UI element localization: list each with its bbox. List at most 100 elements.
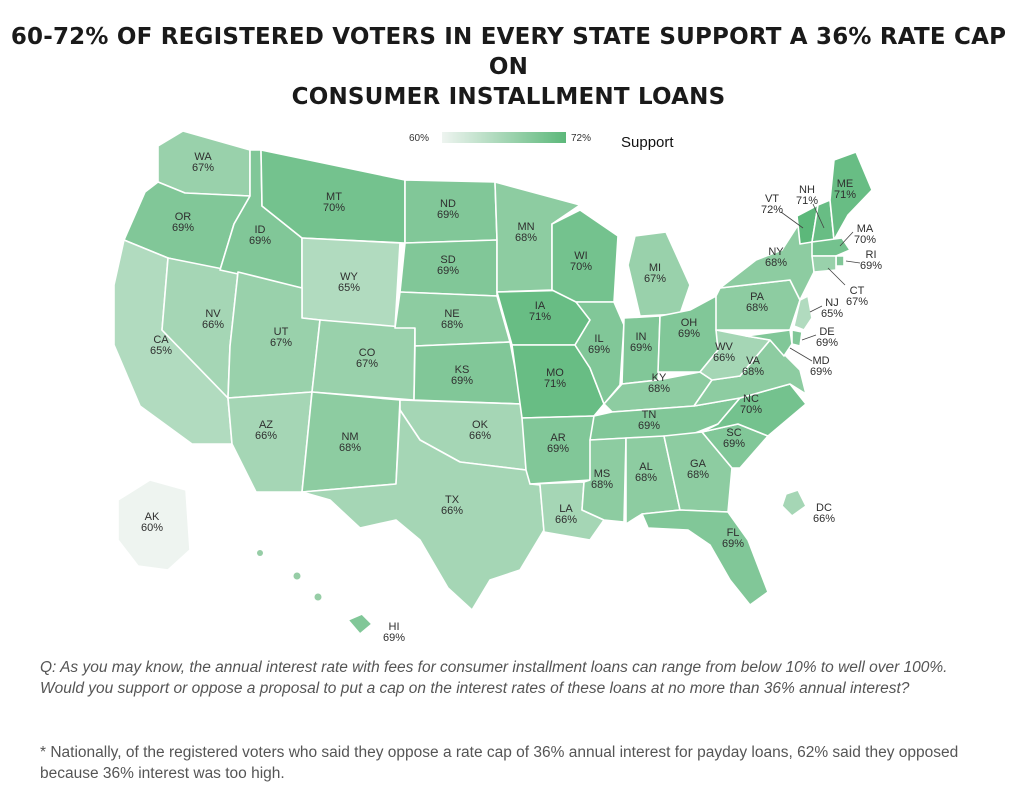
label-ky-code: KY xyxy=(652,372,667,384)
label-ut-pct: 67% xyxy=(270,337,292,349)
label-md-pct: 69% xyxy=(810,366,832,378)
label-tn-pct: 69% xyxy=(638,420,660,432)
label-dc-pct: 66% xyxy=(813,513,835,525)
label-mt: MT 70% xyxy=(323,191,345,214)
chart-title-line-2: CONSUMER INSTALLMENT LOANS xyxy=(291,84,726,110)
label-ri: RI 69% xyxy=(860,249,882,272)
label-sc: SC 69% xyxy=(723,427,745,450)
label-ks-pct: 69% xyxy=(451,375,473,387)
label-nh: NH 71% xyxy=(796,184,818,207)
hawaii-island-3 xyxy=(314,593,322,601)
label-fl-code: FL xyxy=(727,527,740,539)
label-ky: KY 68% xyxy=(648,372,670,395)
label-ar-code: AR xyxy=(550,432,565,444)
label-sd-pct: 69% xyxy=(437,265,459,277)
label-dc-code: DC xyxy=(816,502,832,514)
label-mo-pct: 71% xyxy=(544,378,566,390)
label-va-pct: 68% xyxy=(742,366,764,378)
label-de-code: DE xyxy=(819,326,834,338)
label-tx-code: TX xyxy=(445,494,460,506)
label-ri-pct: 69% xyxy=(860,260,882,272)
label-ok: OK 66% xyxy=(469,419,491,442)
label-il-code: IL xyxy=(594,333,603,345)
state-tx[interactable] xyxy=(301,409,545,611)
us-choropleth-map: 60% 72% Support xyxy=(113,130,882,644)
label-ut: UT 67% xyxy=(270,326,292,349)
state-ga[interactable] xyxy=(663,431,733,513)
label-ia-code: IA xyxy=(535,300,546,312)
legend-min-label: 60% xyxy=(409,133,429,144)
label-nc-pct: 70% xyxy=(740,404,762,416)
label-ri-code: RI xyxy=(866,249,877,261)
label-wv: WV 66% xyxy=(713,341,735,364)
label-mi-code: MI xyxy=(649,262,661,274)
label-oh: OH 69% xyxy=(678,317,700,340)
label-il-pct: 69% xyxy=(588,344,610,356)
label-wa: WA 67% xyxy=(192,151,214,174)
label-ny-code: NY xyxy=(768,246,784,258)
label-mn-pct: 68% xyxy=(515,232,537,244)
state-nj[interactable] xyxy=(793,295,813,331)
label-ms: MS 68% xyxy=(591,468,613,491)
label-id: ID 69% xyxy=(249,224,271,247)
label-sc-pct: 69% xyxy=(723,438,745,450)
chart-title-line-1: 60-72% OF REGISTERED VOTERS IN EVERY STA… xyxy=(10,24,1007,80)
label-ga-code: GA xyxy=(690,458,707,470)
label-or: OR 69% xyxy=(172,211,194,234)
label-hi-pct: 69% xyxy=(383,632,405,644)
label-hi-code: HI xyxy=(389,621,400,633)
state-az[interactable] xyxy=(227,391,313,493)
label-ca: CA 65% xyxy=(150,334,172,357)
label-wv-code: WV xyxy=(715,341,733,353)
label-co-code: CO xyxy=(359,347,376,359)
leader-md xyxy=(789,347,813,362)
label-nd-code: ND xyxy=(440,198,456,210)
label-co: CO 67% xyxy=(356,347,378,370)
legend-max-label: 72% xyxy=(571,133,591,144)
legend-gradient-bar xyxy=(442,132,566,143)
label-mi-pct: 67% xyxy=(644,273,666,285)
label-va: VA 68% xyxy=(742,355,764,378)
label-ny-pct: 68% xyxy=(765,257,787,269)
label-ne-code: NE xyxy=(444,308,459,320)
label-ia-pct: 71% xyxy=(529,311,551,323)
state-ct[interactable] xyxy=(811,255,837,273)
label-nm-pct: 68% xyxy=(339,442,361,454)
label-nd: ND 69% xyxy=(437,198,459,221)
label-ne: NE 68% xyxy=(441,308,463,331)
label-az: AZ 66% xyxy=(255,419,277,442)
state-dc[interactable] xyxy=(781,489,807,517)
label-ok-code: OK xyxy=(472,419,489,431)
state-fl[interactable] xyxy=(641,509,769,606)
state-hi[interactable] xyxy=(347,613,373,635)
label-ok-pct: 66% xyxy=(469,430,491,442)
label-al-pct: 68% xyxy=(635,472,657,484)
label-nj-code: NJ xyxy=(825,297,838,309)
state-ri[interactable] xyxy=(835,255,845,267)
label-tn-code: TN xyxy=(642,409,657,421)
state-ma[interactable] xyxy=(811,237,851,257)
label-wy-pct: 65% xyxy=(338,282,360,294)
label-nc: NC 70% xyxy=(740,393,762,416)
label-ut-code: UT xyxy=(274,326,289,338)
label-ca-pct: 65% xyxy=(150,345,172,357)
label-pa-pct: 68% xyxy=(746,302,768,314)
label-co-pct: 67% xyxy=(356,358,378,370)
state-ar[interactable] xyxy=(521,415,595,485)
label-tx-pct: 66% xyxy=(441,505,463,517)
label-de: DE 69% xyxy=(816,326,838,349)
label-ms-pct: 68% xyxy=(591,479,613,491)
state-de[interactable] xyxy=(791,329,803,347)
chart-title: 60-72% OF REGISTERED VOTERS IN EVERY STA… xyxy=(0,22,1017,112)
label-ak-code: AK xyxy=(145,511,160,523)
state-md[interactable] xyxy=(745,329,793,357)
label-ct: CT 67% xyxy=(846,285,868,308)
hawaii-island-2 xyxy=(293,572,301,580)
label-tn: TN 69% xyxy=(638,409,660,432)
state-labels: WA 67% OR 69% CA 65% NV 66% ID 69% MT 70% WY 65… xyxy=(141,151,882,644)
label-nv-pct: 66% xyxy=(202,319,224,331)
state-ak[interactable] xyxy=(117,479,191,571)
leader-lines xyxy=(780,203,861,362)
label-az-code: AZ xyxy=(259,419,273,431)
leader-ma xyxy=(839,231,854,247)
